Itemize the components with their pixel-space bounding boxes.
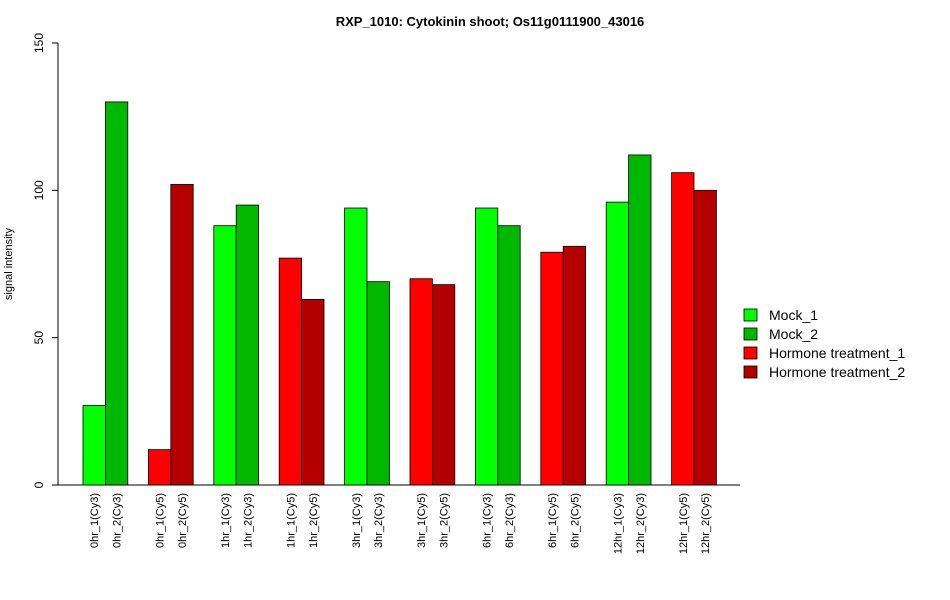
- bar-6hr_2(Cy3): [497, 225, 521, 486]
- category-label: 1hr_1(Cy3): [220, 493, 232, 548]
- category-label: 0hr_2(Cy3): [112, 493, 124, 548]
- y-axis: 0 50 100 150: [32, 33, 59, 488]
- legend: Mock_1 Mock_2 Hormone treatment_1 Hormone t…: [743, 307, 905, 380]
- bar-0hr_1(Cy3): [82, 405, 106, 486]
- bar-1hr_1(Cy3): [213, 225, 237, 486]
- legend-label-2: Mock_2: [769, 326, 818, 342]
- bar-1hr_2(Cy5): [301, 298, 325, 486]
- bar-3hr_2(Cy5): [431, 284, 456, 486]
- bar-1hr_2(Cy3): [235, 204, 259, 486]
- bar-12hr_1(Cy5): [671, 172, 695, 486]
- y-axis-label: signal intensity: [3, 227, 15, 300]
- category-label: 12hr_1(Cy3): [612, 493, 624, 554]
- y-tick-label: 150: [32, 33, 46, 53]
- category-label: 6hr_2(Cy3): [504, 493, 516, 548]
- bar-0hr_2(Cy5): [170, 184, 194, 486]
- bar-0hr_2(Cy3): [105, 101, 129, 486]
- category-label: 1hr_2(Cy5): [308, 493, 320, 548]
- category-label: 12hr_1(Cy5): [678, 493, 690, 554]
- legend-label-4: Hormone treatment_2: [769, 364, 905, 380]
- bar-6hr_1(Cy3): [474, 207, 499, 486]
- category-label: 12hr_2(Cy3): [635, 493, 647, 554]
- category-label: 3hr_2(Cy5): [439, 493, 451, 548]
- category-label: 6hr_1(Cy3): [482, 493, 494, 548]
- bar-3hr_2(Cy3): [366, 281, 390, 486]
- bar-3hr_1(Cy5): [409, 278, 433, 486]
- legend-swatch-1: [743, 308, 758, 322]
- bar-6hr_1(Cy5): [540, 251, 564, 486]
- bar-1hr_1(Cy5): [278, 257, 303, 486]
- category-label: 12hr_2(Cy5): [700, 493, 712, 554]
- category-label: 3hr_1(Cy3): [351, 493, 363, 548]
- bar-6hr_2(Cy5): [562, 245, 587, 486]
- category-label: 3hr_2(Cy3): [373, 493, 385, 548]
- bar-12hr_2(Cy3): [628, 154, 652, 486]
- bars: [82, 101, 717, 486]
- category-label: 6hr_2(Cy5): [569, 493, 581, 548]
- legend-label-3: Hormone treatment_1: [769, 345, 905, 361]
- legend-swatch-3: [743, 346, 758, 360]
- category-label: 0hr_1(Cy3): [89, 493, 101, 548]
- legend-swatch-2: [743, 327, 758, 341]
- legend-label-1: Mock_1: [769, 307, 818, 323]
- chart-title: RXP_1010: Cytokinin shoot; Os11g0111900_…: [336, 14, 645, 29]
- category-labels: 0hr_1(Cy3) 0hr_2(Cy3) 0hr_1(Cy5) 0hr_2(Cy5)…: [89, 493, 712, 554]
- category-label: 1hr_2(Cy3): [242, 493, 254, 548]
- legend-swatch-4: [743, 365, 758, 379]
- category-label: 0hr_2(Cy5): [177, 493, 189, 548]
- y-tick-label: 0: [32, 481, 46, 488]
- bar-12hr_1(Cy3): [605, 201, 630, 486]
- bar-3hr_1(Cy3): [344, 207, 368, 486]
- category-label: 1hr_1(Cy5): [285, 493, 297, 548]
- category-label: 6hr_1(Cy5): [547, 493, 559, 548]
- y-tick-label: 50: [32, 331, 46, 345]
- bar-12hr_2(Cy5): [693, 189, 717, 486]
- category-label: 3hr_1(Cy5): [416, 493, 428, 548]
- bar-0hr_1(Cy5): [147, 449, 172, 486]
- y-tick-label: 100: [32, 180, 46, 200]
- category-label: 0hr_1(Cy5): [155, 493, 167, 548]
